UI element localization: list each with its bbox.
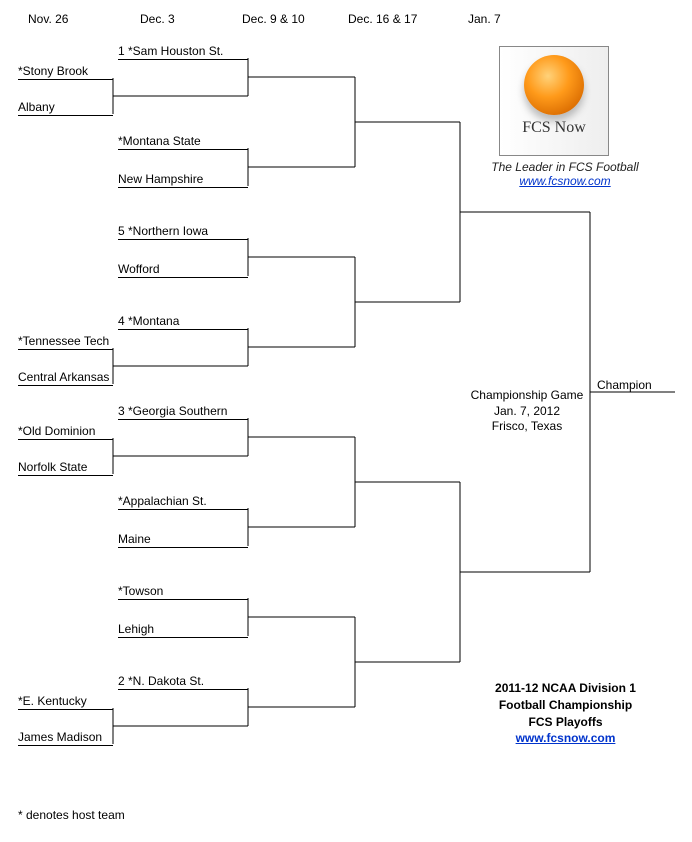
- event-title: 2011-12 NCAA Division 1 Football Champio…: [478, 680, 653, 747]
- champion-label: Champion: [597, 378, 677, 393]
- r2-1-bottom: New Hampshire: [118, 172, 248, 188]
- r2-0-top: 1 *Sam Houston St.: [118, 44, 248, 60]
- logo-box: FCS Now: [499, 46, 609, 156]
- logo-link[interactable]: www.fcsnow.com: [519, 174, 610, 188]
- r1-0-top: *Stony Brook: [18, 64, 113, 80]
- logo-tagline: The Leader in FCS Football www.fcsnow.co…: [485, 160, 645, 188]
- r2-3-top: 4 *Montana: [118, 314, 248, 330]
- footnote: * denotes host team: [18, 808, 125, 822]
- r2-6-bottom: Lehigh: [118, 622, 248, 638]
- r2-7-top: 2 *N. Dakota St.: [118, 674, 248, 690]
- r1-3-bottom: James Madison: [18, 730, 113, 746]
- r2-5-bottom: Maine: [118, 532, 248, 548]
- r1-0-bottom: Albany: [18, 100, 113, 116]
- logo-text: FCS Now: [500, 119, 608, 137]
- logo-icon: [524, 55, 584, 115]
- r1-1-bottom: Central Arkansas: [18, 370, 113, 386]
- r1-1-top: *Tennessee Tech: [18, 334, 113, 350]
- r2-2-top: 5 *Northern Iowa: [118, 224, 248, 240]
- r1-3-top: *E. Kentucky: [18, 694, 113, 710]
- r2-5-top: *Appalachian St.: [118, 494, 248, 510]
- r1-2-top: *Old Dominion: [18, 424, 113, 440]
- r2-2-bottom: Wofford: [118, 262, 248, 278]
- r1-2-bottom: Norfolk State: [18, 460, 113, 476]
- r2-4-top: 3 *Georgia Southern: [118, 404, 248, 420]
- championship-info: Championship Game Jan. 7, 2012 Frisco, T…: [462, 388, 592, 435]
- r2-1-top: *Montana State: [118, 134, 248, 150]
- title-link[interactable]: www.fcsnow.com: [516, 731, 616, 745]
- r2-6-top: *Towson: [118, 584, 248, 600]
